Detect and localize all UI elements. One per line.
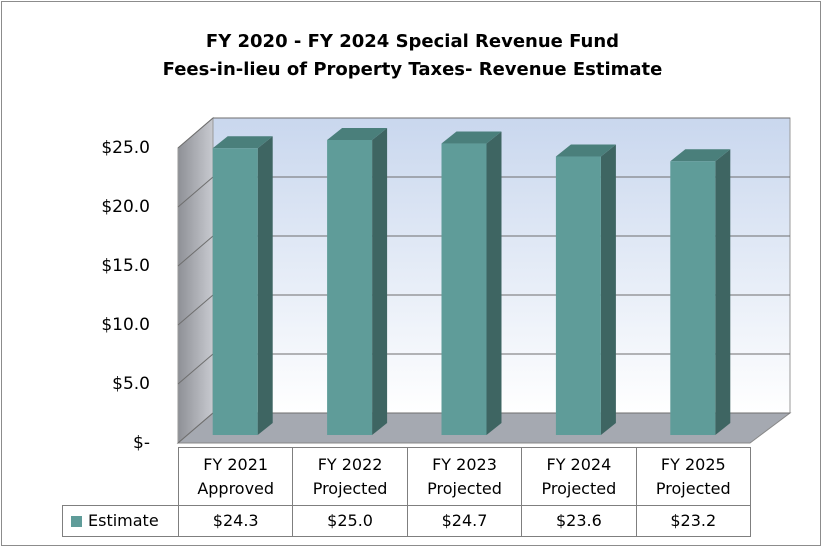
bar-front — [670, 161, 716, 436]
bar-side — [257, 136, 273, 435]
y-tick-label: $5.0 — [112, 374, 150, 394]
table-value: $23.6 — [521, 505, 637, 537]
legend-swatch — [71, 515, 82, 527]
side-grid-line — [177, 176, 214, 208]
y-tick-label: $20.0 — [101, 197, 150, 217]
bar — [212, 136, 273, 435]
bar-front — [441, 143, 487, 436]
side-grid-line — [177, 294, 214, 326]
bar-side — [372, 128, 388, 435]
x-tick-label: FY 2021 Approved — [178, 447, 294, 506]
side-grid-line — [177, 412, 214, 444]
legend-label: Estimate — [88, 511, 159, 530]
x-tick-label: FY 2024 Projected — [521, 447, 637, 506]
bar-top — [555, 144, 616, 157]
side-grid-line — [177, 117, 214, 149]
legend-item: Estimate — [62, 505, 179, 537]
bar-front — [212, 148, 258, 435]
bar-top — [327, 128, 388, 140]
x-tick-label: FY 2023 Projected — [406, 447, 523, 506]
bar — [327, 128, 388, 435]
side-grid-line — [177, 353, 214, 385]
x-tick-label: FY 2022 Projected — [292, 447, 408, 506]
bar-side — [600, 144, 616, 435]
side-grid-line — [177, 235, 214, 267]
x-tick-label: FY 2025 Projected — [635, 447, 751, 506]
bar-top — [441, 131, 502, 144]
table-value: $24.3 — [178, 505, 294, 537]
bar-top — [212, 136, 273, 149]
y-tick-label: $10.0 — [101, 315, 150, 335]
bar-side — [715, 149, 731, 436]
bar-side — [486, 131, 502, 436]
bar-top — [670, 149, 731, 162]
table-value: $23.2 — [635, 505, 751, 537]
bar — [441, 131, 502, 436]
bar — [670, 149, 731, 436]
y-tick-label: $25.0 — [101, 138, 150, 158]
bar — [555, 144, 616, 435]
table-value: $24.7 — [406, 505, 523, 537]
y-tick-label: $15.0 — [101, 256, 150, 276]
side-wall — [177, 116, 214, 445]
chart-title: FY 2020 - FY 2024 Special Revenue Fund F… — [162, 31, 663, 80]
table-value: $25.0 — [292, 505, 408, 537]
bar-front — [327, 140, 373, 435]
y-tick-label: $- — [133, 433, 150, 453]
bar-front — [555, 156, 601, 435]
